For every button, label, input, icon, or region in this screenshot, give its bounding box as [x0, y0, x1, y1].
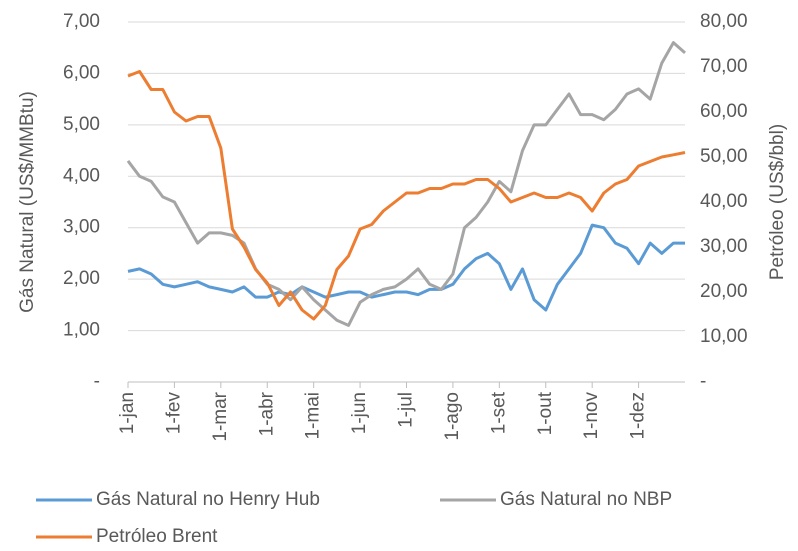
- x-tick-label: 1-dez: [628, 392, 649, 440]
- y-tick-label: 1,00: [63, 320, 100, 341]
- legend-label: Gás Natural no Henry Hub: [96, 489, 320, 510]
- x-tick-label: 1-jul: [396, 392, 417, 428]
- x-tick-label: 1-jan: [117, 392, 138, 434]
- y2-tick-label: 60,00: [700, 101, 748, 122]
- y2-tick-label: 70,00: [700, 56, 748, 77]
- legend-label: Gás Natural no NBP: [500, 489, 672, 510]
- x-tick-label: 1-out: [535, 391, 556, 435]
- x-tick-label: 1-mai: [303, 392, 324, 440]
- y-tick-label: 3,00: [63, 217, 100, 238]
- y-tick-label: 5,00: [63, 114, 100, 135]
- y-tick-label: 2,00: [63, 268, 100, 289]
- series-line: [127, 223, 685, 312]
- y2-tick-label: 10,00: [700, 326, 748, 347]
- y2-axis-title: Petróleo (US$/bbl): [767, 124, 788, 280]
- x-tick-label: 1-nov: [581, 392, 602, 440]
- x-tick-label: 1-abr: [256, 391, 277, 436]
- y2-tick-label: -: [700, 371, 706, 392]
- legend-label: Petróleo Brent: [96, 526, 218, 546]
- x-tick-label: 1-set: [488, 391, 509, 434]
- y2-tick-label: 50,00: [700, 146, 748, 167]
- y-tick-label: -: [94, 371, 100, 392]
- y2-tick-label: 30,00: [700, 236, 748, 257]
- y2-tick-label: 20,00: [700, 281, 748, 302]
- x-tick-label: 1-mar: [210, 391, 231, 441]
- y2-tick-label: 80,00: [700, 11, 748, 32]
- x-tick-label: 1-fev: [163, 392, 184, 435]
- y-tick-label: 7,00: [63, 11, 100, 32]
- y-tick-label: 4,00: [63, 165, 100, 186]
- x-tick-label: 1-ago: [442, 392, 463, 441]
- x-tick-label: 1-jun: [349, 392, 370, 434]
- series-line: [127, 70, 686, 321]
- y2-tick-label: 40,00: [700, 191, 748, 212]
- y-tick-label: 6,00: [63, 62, 100, 83]
- y-axis-title: Gás Natural (US$/MMBtu): [17, 91, 38, 313]
- series-line: [126, 41, 686, 327]
